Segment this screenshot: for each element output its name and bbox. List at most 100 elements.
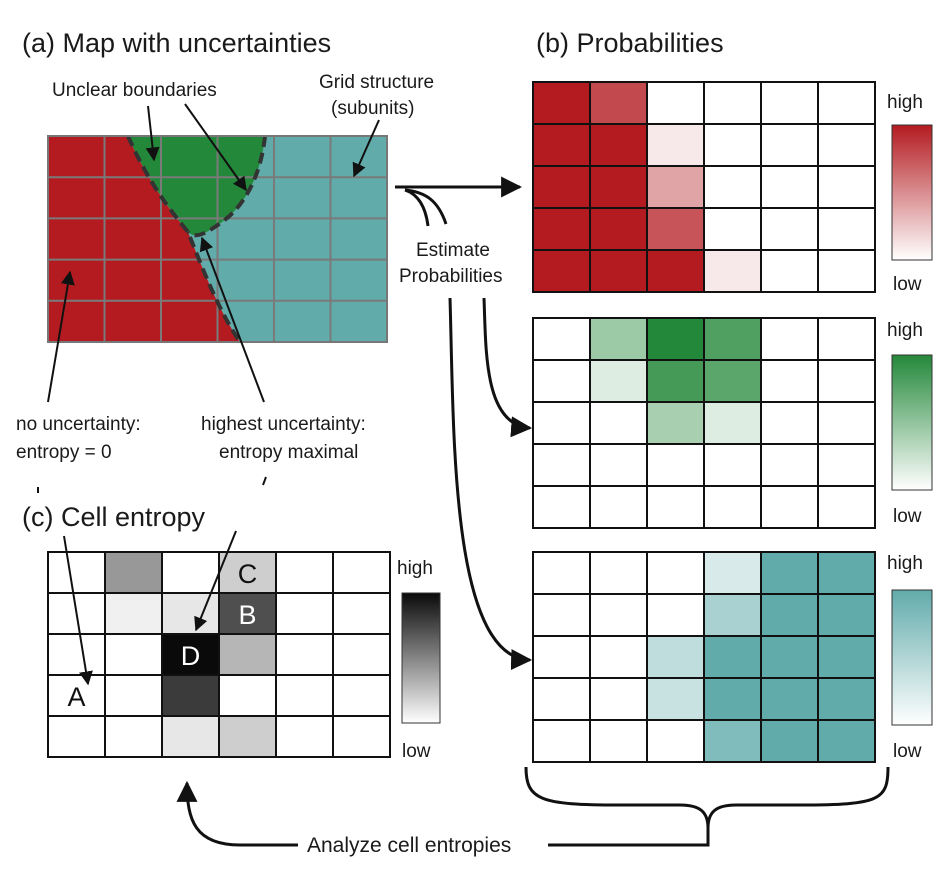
probability-green-cell [703, 401, 762, 445]
label-grid-structure: Grid structure [319, 72, 434, 93]
probability-green-cell [760, 401, 819, 445]
arrow-to-teal-grid [448, 297, 533, 670]
panel-a-title: (a) Map with uncertainties [22, 28, 331, 58]
legend-teal: high low [887, 553, 933, 762]
entropy-cell [332, 633, 391, 676]
map-border [47, 135, 388, 343]
boundary-red-green [126, 135, 242, 344]
probability-red-cell [589, 123, 648, 167]
probability-teal-cell [703, 551, 762, 595]
legend-entropy: high low [397, 558, 441, 762]
probability-green-cell [817, 401, 876, 445]
probability-green-cell [760, 443, 819, 487]
label-entropy-zero: entropy = 0 [16, 442, 112, 463]
arrow-unclear-1 [145, 105, 160, 162]
entropy-cell [275, 633, 334, 676]
probability-teal-cell [760, 719, 819, 763]
probability-green-cell [589, 401, 648, 445]
entropy-cell [218, 674, 277, 717]
probability-red-cell [760, 81, 819, 125]
probability-red-cell [817, 81, 876, 125]
probability-teal-cell [532, 719, 591, 763]
probability-teal-cell [817, 551, 876, 595]
legend-red-bar [891, 124, 933, 261]
probability-red-cell [646, 165, 705, 209]
entropy-cell [275, 592, 334, 635]
arrow-highest-uncertainty [199, 236, 265, 403]
entropy-cell [104, 674, 163, 717]
entropy-cell [332, 674, 391, 717]
probability-red-cell [703, 165, 762, 209]
entropy-cell [218, 715, 277, 758]
probability-red-cell [760, 249, 819, 293]
arrow-to-entropy-grid [176, 780, 298, 847]
probability-red-cell [703, 249, 762, 293]
probability-green-cell [817, 359, 876, 403]
entropy-cell [47, 633, 106, 676]
probability-red-cell [760, 165, 819, 209]
probability-red-cell [532, 249, 591, 293]
probability-teal-cell [589, 635, 648, 679]
cell-label-a: A [67, 682, 85, 712]
probability-teal-cell [703, 677, 762, 721]
entropy-cell [275, 551, 334, 594]
entropy-cell [47, 715, 106, 758]
legend-green-bar [891, 354, 933, 491]
entropy-cell [332, 592, 391, 635]
probability-teal-cell [703, 593, 762, 637]
probability-red-cell [760, 207, 819, 251]
probability-red-cell [532, 81, 591, 125]
probability-red-cell [532, 123, 591, 167]
legend-teal-bar [891, 589, 933, 726]
probability-teal-cell [646, 635, 705, 679]
probability-red-cell [646, 207, 705, 251]
probability-red-cell [646, 123, 705, 167]
probability-green-cell [760, 317, 819, 361]
probability-green-cell [760, 359, 819, 403]
probability-green-cell [589, 443, 648, 487]
probability-green-cell [646, 317, 705, 361]
legend-red: high low [887, 92, 933, 295]
probability-green-cell [646, 359, 705, 403]
cell-label-b: B [238, 600, 256, 630]
brace-under-grids [524, 766, 890, 829]
entropy-cell [104, 715, 163, 758]
probability-green-cell [532, 317, 591, 361]
probability-green-cell [589, 359, 648, 403]
entropy-cell [332, 715, 391, 758]
probability-green-cell [532, 443, 591, 487]
legend-teal-low: low [893, 741, 922, 762]
probability-teal-cell [760, 551, 819, 595]
probability-teal-cell [646, 593, 705, 637]
probability-red-cell [703, 81, 762, 125]
cell-label-c: C [238, 559, 258, 589]
arrow-grid [352, 119, 380, 178]
probability-red-cell [646, 81, 705, 125]
probability-green-cell [589, 317, 648, 361]
legend-entropy-bar [401, 592, 441, 724]
entropy-cell [47, 551, 106, 594]
panel-c-title: (c) Cell entropy [22, 502, 206, 532]
probability-grid-red [532, 81, 876, 293]
probability-green-cell [817, 485, 876, 529]
entropy-grid: A BC D [47, 551, 391, 758]
probability-grid-green [532, 317, 876, 529]
probability-teal-cell [703, 635, 762, 679]
probability-teal-cell [760, 677, 819, 721]
entropy-cell [104, 633, 163, 676]
probability-teal-cell [532, 551, 591, 595]
arrow-to-cell-a [63, 535, 93, 686]
probability-red-cell [817, 249, 876, 293]
arrow-no-uncertainty [47, 270, 75, 403]
probability-red-cell [589, 249, 648, 293]
cell-label-d: D [181, 641, 201, 671]
probability-green-cell [532, 359, 591, 403]
probability-green-cell [817, 317, 876, 361]
probability-teal-cell [589, 551, 648, 595]
panel-b-title: (b) Probabilities [536, 28, 724, 58]
probability-red-cell [817, 165, 876, 209]
probability-teal-cell [532, 677, 591, 721]
label-estimate: Estimate [416, 240, 490, 261]
probability-green-cell [703, 359, 762, 403]
probability-green-cell [589, 485, 648, 529]
